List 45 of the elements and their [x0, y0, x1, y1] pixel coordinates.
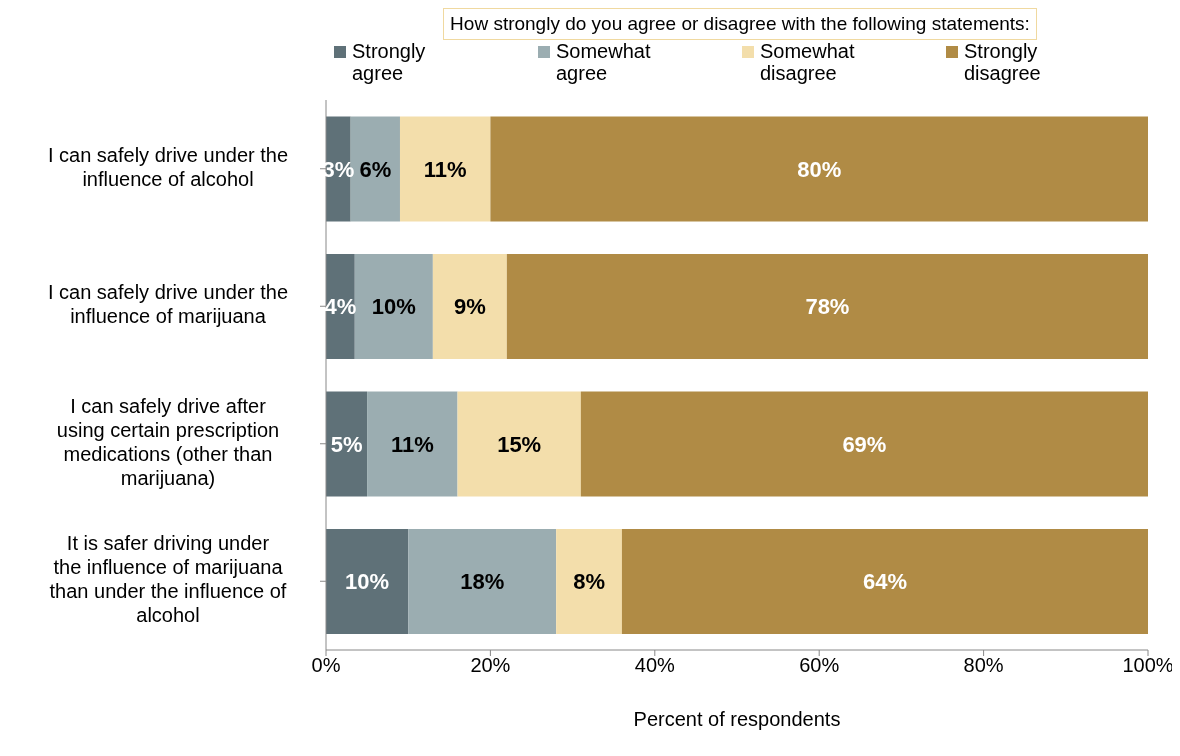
- bar: [580, 391, 1148, 497]
- y-tick-label: I can safely drive after using certain prescription medications (other than marijuana): [56, 395, 280, 490]
- bar: [556, 529, 622, 634]
- data-label: 5%: [330, 431, 363, 457]
- bar: [326, 529, 409, 634]
- x-tick-label: 40%: [634, 654, 676, 677]
- bar: [457, 391, 581, 497]
- data-label: 78%: [805, 294, 850, 319]
- bar: [408, 529, 557, 634]
- data-label: 69%: [842, 431, 887, 457]
- legend-label: Strongly agree: [352, 40, 426, 84]
- x-tick-label: 20%: [470, 654, 511, 677]
- data-label: 4%: [324, 294, 357, 319]
- data-label: 15%: [497, 431, 542, 457]
- x-tick-label: 60%: [799, 654, 840, 677]
- bar: [399, 116, 491, 222]
- y-tick-label: It is safer driving under the influence of marijuana than under the influence of alcohol: [49, 532, 287, 627]
- bar: [432, 254, 507, 359]
- data-label: 6%: [359, 156, 392, 182]
- data-label: 3%: [322, 156, 355, 182]
- chart-title: How strongly do you agree or disagree with the following statements:: [443, 8, 1037, 40]
- data-label: 64%: [862, 569, 907, 594]
- data-label: 11%: [390, 431, 434, 457]
- data-label: 10%: [345, 569, 390, 594]
- x-tick-label: 80%: [963, 654, 1004, 677]
- x-tick-label: 100%: [1122, 654, 1174, 677]
- legend-label: Strongly disagree: [964, 40, 1041, 84]
- data-label: 11%: [423, 156, 467, 182]
- x-axis-title: Percent of respondents: [633, 708, 841, 730]
- bar: [367, 391, 458, 497]
- bar: [326, 391, 368, 497]
- bar: [506, 254, 1148, 359]
- bar: [354, 254, 433, 359]
- data-label: 10%: [371, 294, 416, 319]
- data-label: 80%: [797, 156, 842, 182]
- bar: [490, 116, 1148, 222]
- legend-label: Somewhat agree: [556, 40, 651, 84]
- y-tick-label: I can safely drive under the influence of alcohol: [47, 144, 289, 191]
- y-tick-label: I can safely drive under the influence of marijuana: [47, 281, 289, 328]
- data-label: 9%: [453, 294, 486, 319]
- data-label: 18%: [460, 569, 505, 594]
- data-label: 8%: [573, 569, 605, 594]
- legend-label: Somewhat disagree: [760, 40, 855, 84]
- bar: [621, 529, 1148, 634]
- x-tick-label: 0%: [311, 654, 341, 677]
